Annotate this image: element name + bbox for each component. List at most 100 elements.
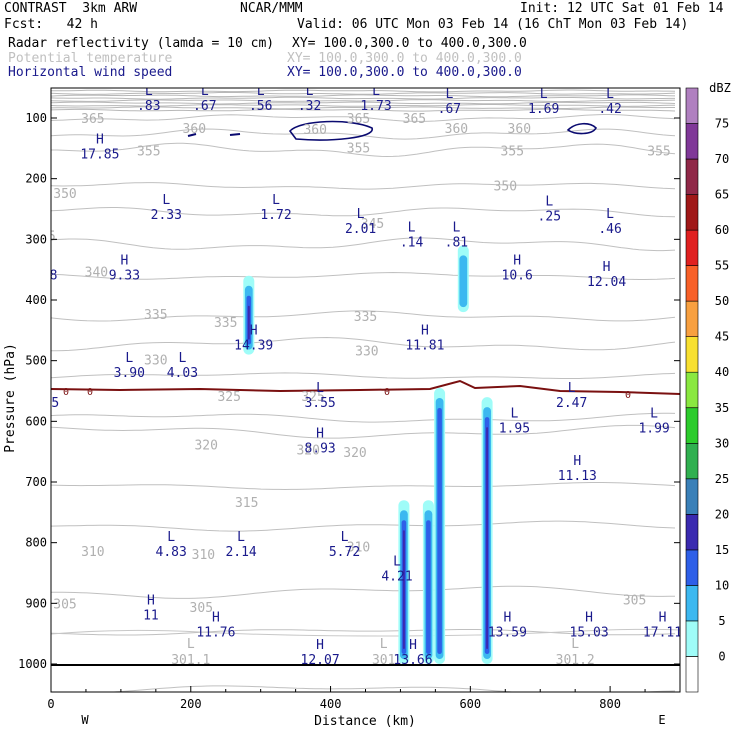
theta-contour (51, 585, 676, 599)
x-tick-label: 200 (180, 697, 202, 711)
y-tick-label: 800 (25, 536, 47, 550)
theta-label: 335 (354, 310, 377, 325)
wind-markers: L.83L.67L.56L.32L1.73L.67L1.69L.42H17.85… (51, 84, 682, 668)
theta-low-marker: L (571, 637, 579, 652)
y-tick-label: 1000 (18, 657, 47, 671)
wind-low-marker: L (540, 87, 548, 102)
theta-contour (51, 482, 676, 491)
wind-high-marker: H (659, 611, 667, 626)
theta-contour (51, 737, 675, 740)
colorbar-swatch (685, 300, 699, 338)
theta-label: 355 (137, 144, 160, 159)
theta-contour (51, 106, 675, 110)
theta-contour (51, 237, 676, 252)
colorbar-swatch (685, 336, 699, 373)
wind-contour (566, 122, 597, 135)
wind-low-marker: L (452, 220, 460, 235)
theta-label: 305 (623, 593, 646, 608)
colorbar-label: 35 (715, 401, 729, 415)
wind-value-label: .81 (445, 235, 468, 250)
theta-contour (51, 412, 676, 423)
x-axis-label: Distance (km) (314, 714, 416, 729)
wind-low-marker: L (393, 555, 401, 570)
freezing-line (51, 379, 680, 395)
theta-contour (51, 101, 676, 105)
endpoint-west: W (81, 713, 89, 727)
wind-value-label: 1.73 (360, 99, 391, 114)
theta-contour (51, 114, 676, 122)
wind-low-marker: L (272, 193, 280, 208)
wind-low-marker: L (372, 84, 380, 99)
theta-label: 355 (347, 141, 370, 156)
wind-contour (229, 133, 241, 136)
wind-low-marker: L (125, 351, 133, 366)
wind-value-label: .67 (193, 99, 216, 114)
colorbar-swatch (685, 407, 699, 444)
wind-low-marker: L (201, 84, 209, 99)
theta-label: 345 (32, 229, 55, 244)
theta-low-value: 301.1 (171, 653, 210, 668)
freezing-label: 0 (384, 387, 390, 398)
colorbar-swatch (685, 549, 699, 586)
wind-high-marker: H (147, 594, 155, 609)
theta-label: 310 (81, 545, 104, 560)
theta-label: 365 (81, 112, 104, 127)
wind-low-marker: L (162, 193, 170, 208)
theta-label: 310 (192, 548, 215, 563)
theta-contour (51, 628, 680, 637)
reflectivity-cell (402, 530, 405, 649)
wind-low-marker: L (445, 87, 453, 102)
theta-contour (51, 182, 676, 190)
wind-low-marker: L (606, 87, 614, 102)
wind-low-marker: L (257, 84, 265, 99)
wind-high-marker: H (573, 454, 581, 469)
wind-high-marker: H (316, 427, 324, 442)
wind-value-label: 12.04 (587, 275, 626, 290)
theta-contour (51, 271, 676, 280)
colorbar-swatch (685, 656, 699, 693)
wind-value-label: 1.72 (260, 208, 291, 223)
y-tick-label: 300 (25, 232, 47, 246)
wind-value-label: 11.76 (196, 626, 235, 641)
theta-label: 365 (403, 112, 426, 127)
wind-low-marker: L (167, 530, 175, 545)
theta-contour (51, 336, 676, 352)
freezing-level: 0 0 0 0 (51, 379, 680, 401)
colorbar-label: 70 (715, 152, 729, 166)
colorbar-swatch (685, 442, 699, 480)
wind-value-label: 2.01 (345, 222, 376, 237)
wind-value-label: 2.47 (556, 396, 587, 411)
wind-value-label: 1.99 (638, 422, 669, 437)
wind-high-marker: H (603, 260, 611, 275)
colorbar-label: 45 (715, 330, 729, 344)
wind-value-label: 2.14 (225, 545, 256, 560)
theta-contour (51, 104, 676, 107)
wind-contour (288, 120, 373, 141)
x-tick-label: 400 (320, 697, 342, 711)
wind-low-marker: L (341, 530, 349, 545)
colorbar-label: 25 (715, 472, 729, 486)
wind-value-label: 17.11 (643, 626, 682, 641)
wind-low-marker: L (568, 381, 576, 396)
wind-value-label: 12.07 (301, 653, 340, 668)
theta-label: 345 (361, 217, 384, 232)
wind-high-marker: H (96, 132, 104, 147)
colorbar-swatch (685, 194, 699, 231)
x-tick-label: 600 (459, 697, 481, 711)
theta-contour (51, 108, 676, 112)
theta-contour (51, 310, 676, 322)
wind-value-label: 3.55 (304, 396, 335, 411)
wind-low-marker: L (237, 530, 245, 545)
wind-high-marker: H (421, 324, 429, 339)
wind-high-marker: H (409, 638, 417, 653)
theta-contour (51, 207, 676, 218)
freezing-label: 0 (625, 390, 631, 401)
reflectivity-cell (247, 305, 250, 340)
freezing-label: 0 (63, 387, 69, 398)
y-tick-label: 400 (25, 293, 47, 307)
theta-label: 355 (647, 144, 670, 159)
wind-value-label: 8.93 (304, 442, 335, 457)
field-reflectivity-xy: XY= 100.0,300.0 to 400.0,300.0 (292, 36, 527, 51)
axes: 100 200 300 400 500 600 700 800 900 1000 0 200 400 60… (18, 111, 681, 711)
theta-low-value: 301.2 (556, 653, 595, 668)
